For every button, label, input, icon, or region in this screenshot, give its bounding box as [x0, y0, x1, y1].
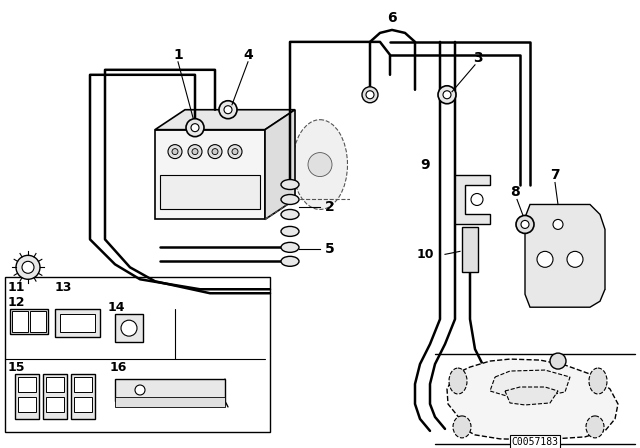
Circle shape	[516, 215, 534, 233]
Circle shape	[438, 86, 456, 104]
Bar	[12, 311, 28, 332]
Polygon shape	[447, 359, 618, 440]
Bar	[462, 228, 478, 272]
Text: 13: 13	[55, 281, 72, 294]
Circle shape	[135, 385, 145, 395]
Text: 15: 15	[8, 361, 26, 374]
Text: 10: 10	[416, 248, 434, 261]
Polygon shape	[525, 204, 605, 307]
Circle shape	[22, 261, 34, 273]
Polygon shape	[265, 110, 295, 220]
Bar	[46, 377, 64, 392]
Circle shape	[191, 124, 199, 132]
Circle shape	[186, 119, 204, 137]
Text: 6: 6	[387, 11, 397, 25]
Bar	[74, 377, 92, 392]
Bar	[15, 374, 39, 419]
Circle shape	[521, 220, 529, 228]
Circle shape	[537, 251, 553, 267]
Circle shape	[443, 91, 451, 99]
Bar	[71, 374, 95, 419]
Bar	[115, 397, 225, 407]
Circle shape	[366, 91, 374, 99]
Circle shape	[208, 145, 222, 159]
Polygon shape	[505, 387, 558, 405]
Circle shape	[219, 101, 237, 119]
Text: 8: 8	[510, 185, 520, 198]
Circle shape	[212, 149, 218, 155]
Circle shape	[550, 353, 566, 369]
Text: 7: 7	[550, 168, 560, 181]
Bar	[155, 129, 265, 220]
Text: 11: 11	[8, 281, 26, 294]
Circle shape	[567, 251, 583, 267]
Polygon shape	[455, 175, 490, 224]
Ellipse shape	[589, 368, 607, 394]
Ellipse shape	[449, 368, 467, 394]
Text: 2: 2	[325, 200, 335, 215]
Circle shape	[16, 255, 40, 279]
Bar	[115, 379, 225, 401]
Ellipse shape	[281, 226, 299, 237]
Circle shape	[188, 145, 202, 159]
Text: C0057183: C0057183	[511, 437, 559, 447]
Text: 3: 3	[473, 51, 483, 65]
Bar	[18, 377, 36, 392]
Text: 1: 1	[173, 48, 183, 62]
Text: 12: 12	[8, 296, 26, 309]
Bar	[115, 314, 143, 342]
Ellipse shape	[281, 256, 299, 266]
Circle shape	[192, 149, 198, 155]
Ellipse shape	[586, 416, 604, 438]
Bar	[30, 311, 46, 332]
Text: 4: 4	[243, 48, 253, 62]
Circle shape	[471, 194, 483, 206]
Circle shape	[224, 106, 232, 114]
Ellipse shape	[281, 210, 299, 220]
Bar	[43, 374, 67, 419]
Bar	[74, 397, 92, 412]
Circle shape	[121, 320, 137, 336]
Bar	[160, 175, 260, 210]
Text: 14: 14	[108, 301, 125, 314]
Circle shape	[308, 153, 332, 177]
Polygon shape	[490, 370, 570, 397]
Circle shape	[362, 87, 378, 103]
Bar	[55, 309, 100, 337]
Ellipse shape	[453, 416, 471, 438]
Ellipse shape	[281, 194, 299, 204]
Ellipse shape	[281, 242, 299, 252]
Circle shape	[228, 145, 242, 159]
Text: 5: 5	[325, 242, 335, 256]
Bar	[18, 397, 36, 412]
Text: 16: 16	[110, 361, 127, 374]
Circle shape	[232, 149, 238, 155]
Circle shape	[172, 149, 178, 155]
Bar	[5, 277, 270, 432]
Circle shape	[168, 145, 182, 159]
Bar	[46, 397, 64, 412]
Polygon shape	[155, 110, 295, 129]
Ellipse shape	[292, 120, 348, 210]
Bar	[10, 309, 48, 334]
Circle shape	[553, 220, 563, 229]
Text: 9: 9	[420, 158, 430, 172]
Bar	[60, 314, 95, 332]
Ellipse shape	[281, 180, 299, 190]
